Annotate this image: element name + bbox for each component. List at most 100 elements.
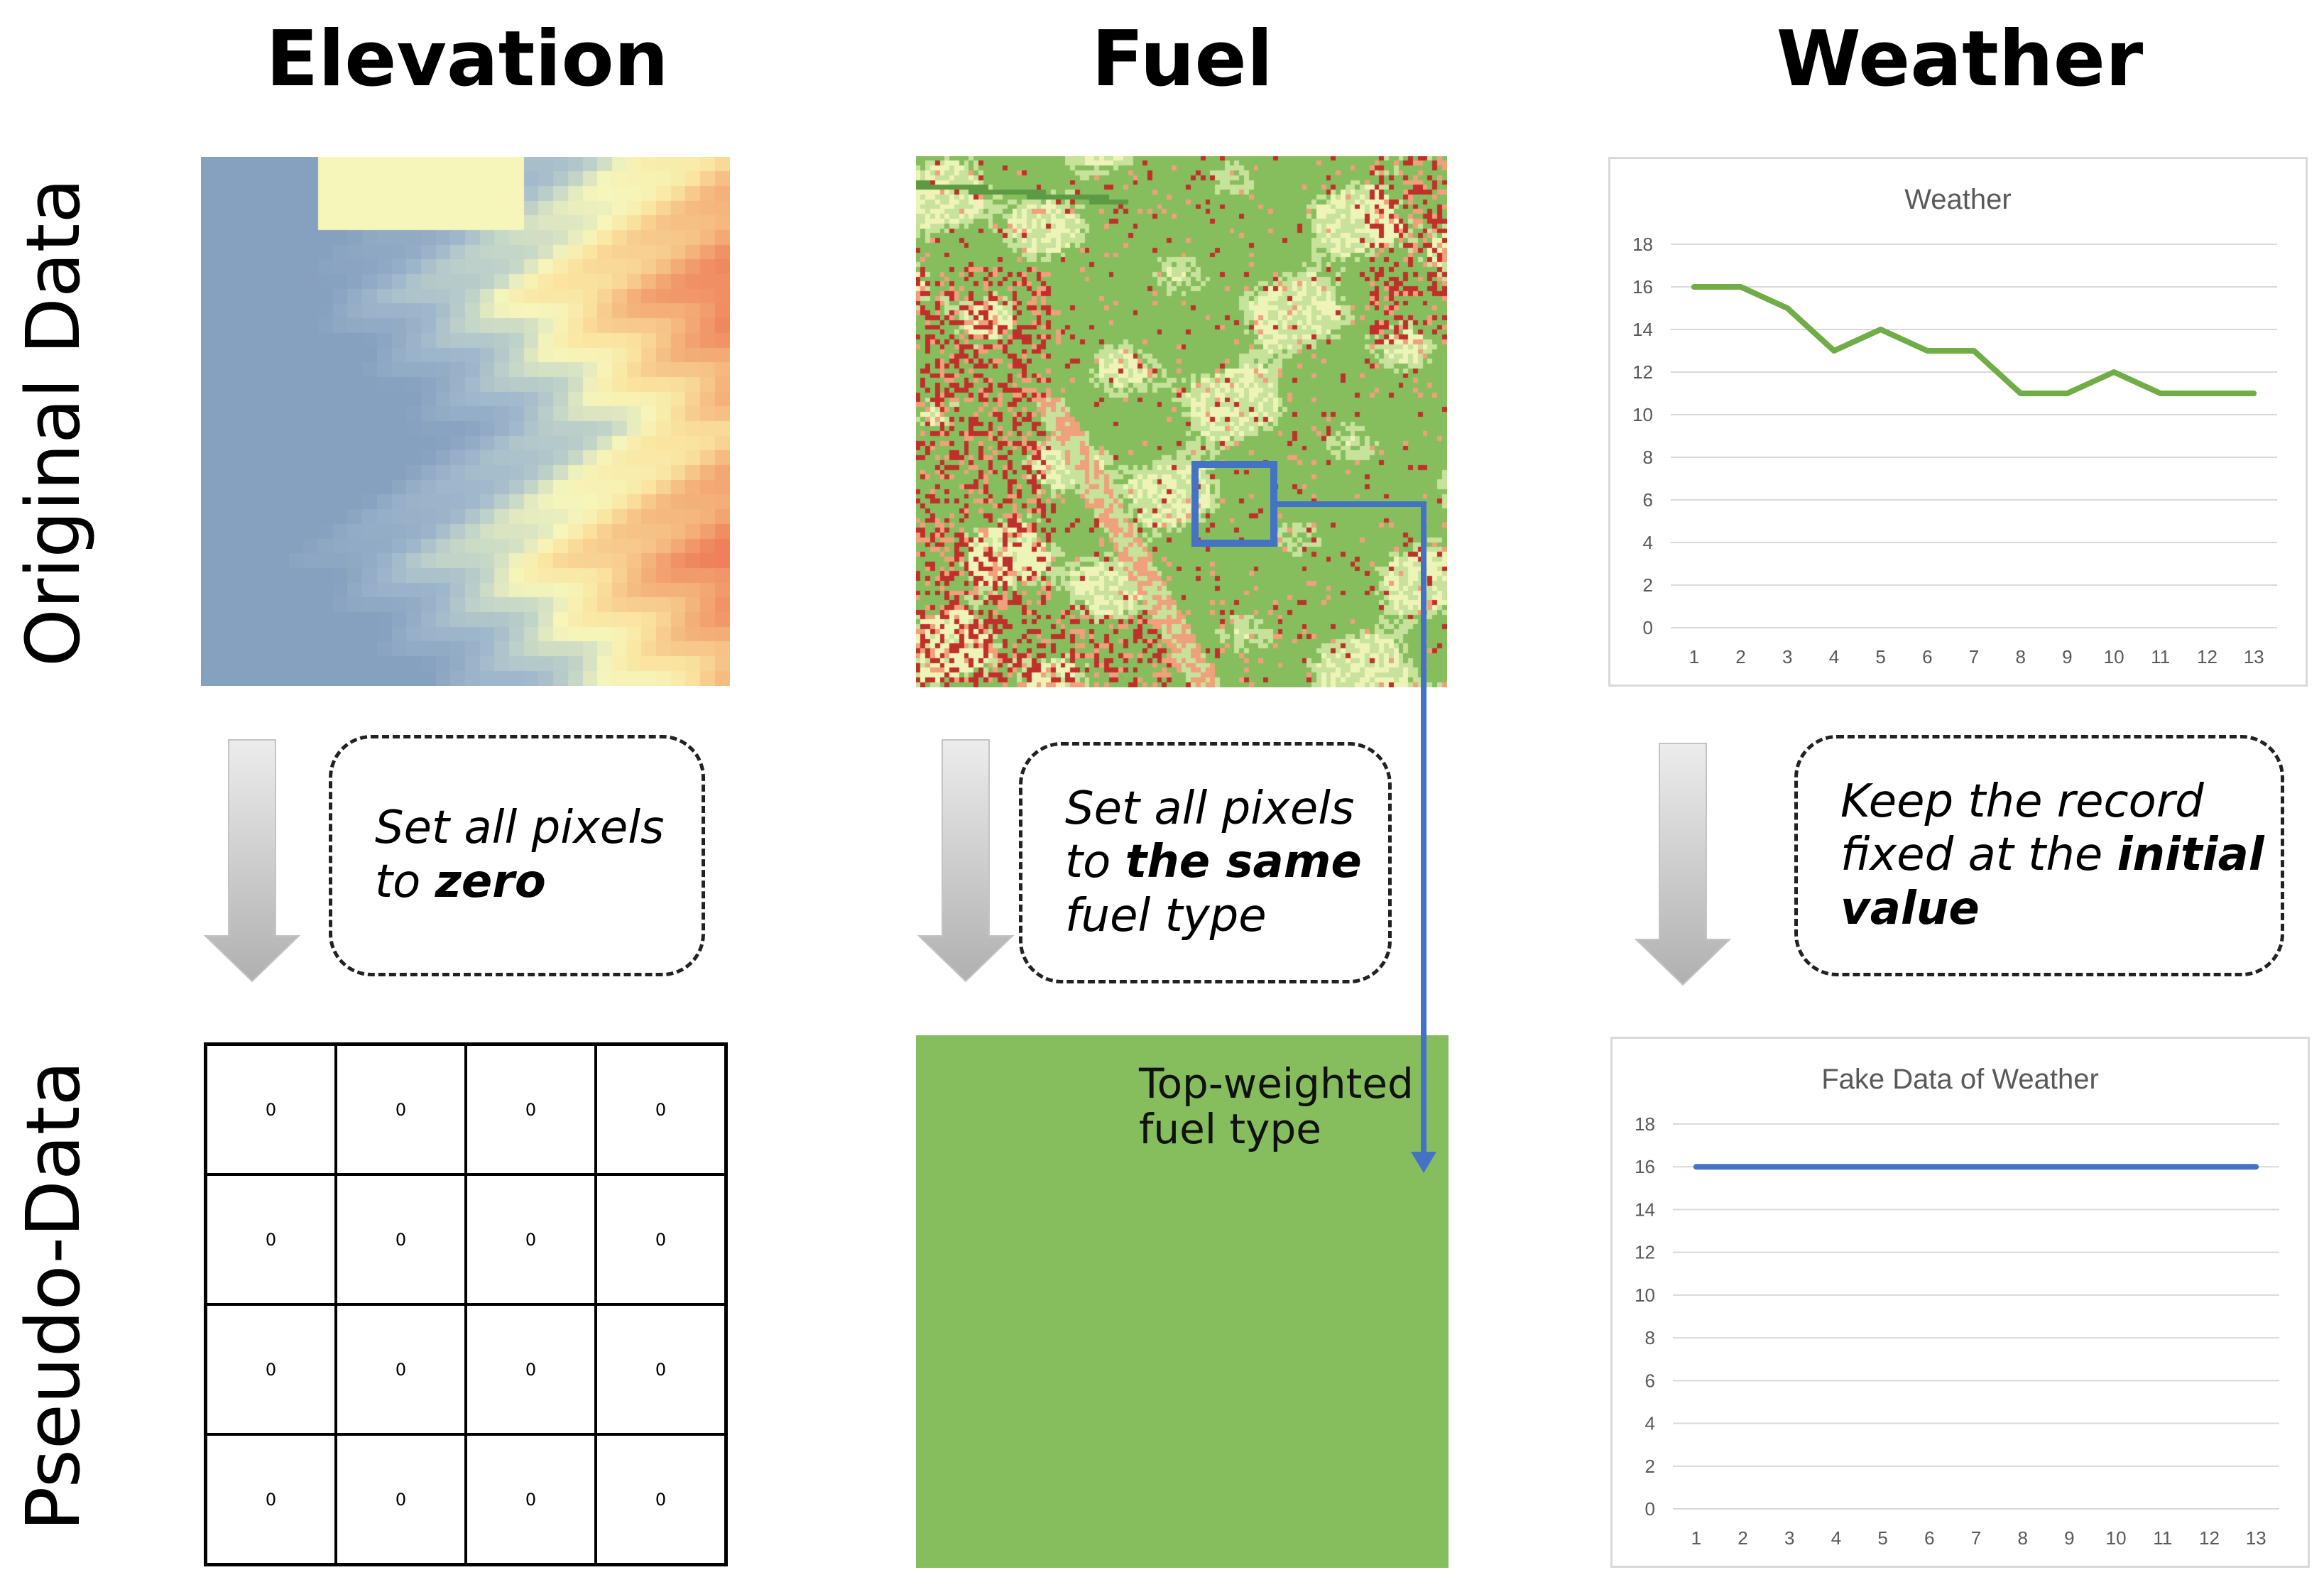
row-label-original-data: Original Data <box>10 178 97 667</box>
fake-weather-chart-x-tick-label: 1 <box>1691 1527 1701 1549</box>
down-arrow-weather <box>1634 743 1732 986</box>
fake-weather-chart-y-tick-label: 14 <box>1635 1199 1655 1220</box>
fake-weather-chart-x-tick-label: 11 <box>2153 1527 2172 1549</box>
fake-weather-chart-frame: Fake Data of Weather 0 2 4 6 8 10 12 14 16 18 1 2 3 4 5… <box>1610 1037 2310 1568</box>
weather-chart-x-tick-label: 4 <box>1829 646 1839 667</box>
zero-grid-cell: 0 <box>466 1174 596 1304</box>
column-title-fuel: Fuel <box>1091 15 1273 104</box>
fake-weather-chart-data-point <box>2208 1166 2210 1168</box>
hint-box-elevation: Set all pixels to zero <box>329 735 705 976</box>
fake-weather-chart-x-tick-label: 2 <box>1737 1527 1747 1549</box>
fake-weather-chart-data-point <box>2255 1166 2257 1168</box>
weather-chart-data-point <box>1833 350 1835 351</box>
fake-weather-chart-data-point <box>1695 1166 1697 1168</box>
weather-chart-y-tick-label: 6 <box>1643 489 1653 511</box>
weather-chart-x-tick-label: 12 <box>2197 646 2217 667</box>
weather-chart-data-point <box>1693 286 1695 288</box>
hint-fuel-line1: Set all pixels <box>1065 782 1355 835</box>
weather-chart-x-tick-label: 2 <box>1735 646 1745 667</box>
weather-chart-data-point <box>2159 393 2161 394</box>
fake-weather-chart-x-tick-label: 8 <box>2017 1527 2027 1549</box>
weather-chart-y-tick-label: 12 <box>1632 361 1653 383</box>
weather-chart-x-tick-label: 5 <box>1875 646 1885 667</box>
weather-chart-data-point <box>2019 393 2022 394</box>
weather-chart-title: Weather <box>1904 184 2011 215</box>
hint-weather-line2: fixed at the <box>1840 829 2117 882</box>
hint-elevation-line2: to <box>375 856 435 908</box>
zero-grid-cell: 0 <box>206 1045 336 1174</box>
fake-weather-chart-x-tick-label: 7 <box>1971 1527 1981 1549</box>
weather-chart-data-point <box>1786 307 1789 309</box>
weather-chart-y-tick-label: 0 <box>1643 617 1653 638</box>
zero-grid-cell: 0 <box>206 1434 336 1564</box>
weather-chart-data-point <box>1926 350 1929 351</box>
weather-chart-data-point <box>2253 393 2255 394</box>
down-arrow-fuel <box>917 739 1015 983</box>
fake-weather-chart-y-tick-label: 0 <box>1645 1498 1655 1520</box>
fake-weather-chart-y-tick-label: 6 <box>1645 1370 1655 1391</box>
hint-weather-emphasis: initial <box>2117 829 2264 882</box>
zero-grid-cell: 0 <box>206 1304 336 1434</box>
fake-weather-chart-x-tick-label: 10 <box>2106 1527 2127 1549</box>
weather-chart-x-tick-label: 11 <box>2151 646 2170 667</box>
fake-weather-chart-y-tick-label: 4 <box>1645 1413 1655 1434</box>
zero-grid-cell: 0 <box>466 1434 596 1564</box>
hint-text-fuel: Set all pixels to the same fuel type <box>1065 782 1362 944</box>
fake-weather-chart-data-point <box>1789 1166 1791 1168</box>
fake-weather-chart-x-tick-label: 12 <box>2199 1527 2220 1549</box>
fake-weather-chart-y-tick-label: 8 <box>1645 1327 1655 1348</box>
fuel-type-map <box>916 156 1447 687</box>
hint-weather-line1: Keep the record <box>1840 775 2204 828</box>
fake-weather-chart-x-tick-label: 5 <box>1877 1527 1887 1549</box>
fake-weather-chart-title: Fake Data of Weather <box>1821 1064 2099 1095</box>
weather-chart-y-tick-label: 18 <box>1632 234 1653 255</box>
weather-chart-x-tick-label: 10 <box>2104 646 2124 667</box>
elevation-heatmap <box>201 157 730 686</box>
weather-chart-y-tick-label: 14 <box>1632 319 1653 340</box>
fake-weather-chart-data-point <box>2068 1166 2071 1168</box>
fake-weather-chart-data-point <box>1882 1166 1884 1168</box>
fake-weather-chart-data-point <box>1835 1166 1837 1168</box>
weather-chart-frame: Weather 0 2 4 6 8 10 12 14 16 18 1 2 3 4 5 6 7 8 9 10 11 12 13 <box>1608 157 2308 687</box>
weather-chart-x-tick-label: 3 <box>1782 646 1792 667</box>
weather-chart-x-tick-label: 6 <box>1922 646 1932 667</box>
hint-box-fuel: Set all pixels to the same fuel type <box>1019 742 1392 983</box>
weather-chart-data-point <box>1740 286 1742 288</box>
fake-weather-chart-data-point <box>1975 1166 1977 1168</box>
hint-fuel-line2: to <box>1065 836 1125 889</box>
fake-weather-chart-y-tick-label: 2 <box>1645 1456 1655 1477</box>
weather-chart-series-line <box>1691 284 2257 396</box>
weather-chart-data-point <box>1880 329 1882 330</box>
weather-chart-y-tick-label: 16 <box>1632 276 1653 298</box>
weather-chart-y-tick-label: 2 <box>1643 574 1653 596</box>
fake-weather-chart-y-tick-label: 18 <box>1635 1113 1655 1135</box>
weather-chart-x-tick-label: 7 <box>1969 646 1979 667</box>
hint-box-weather: Keep the record fixed at the initial val… <box>1794 735 2284 976</box>
zero-grid-cell: 0 <box>206 1174 336 1304</box>
hint-elevation-line1: Set all pixels <box>375 802 665 855</box>
fake-weather-chart-y-tick-label: 16 <box>1635 1156 1655 1177</box>
column-title-elevation: Elevation <box>266 15 669 104</box>
weather-chart-data-point <box>2113 371 2115 373</box>
weather-chart-data-point <box>2206 393 2208 394</box>
zero-grid-cell: 0 <box>466 1304 596 1434</box>
hint-text-elevation: Set all pixels to zero <box>375 802 664 909</box>
hint-elevation-emphasis: zero <box>435 856 546 908</box>
weather-chart-x-tick-label: 9 <box>2062 646 2072 667</box>
fake-weather-chart-data-point <box>1742 1166 1744 1168</box>
fake-weather-chart-data-point <box>2115 1166 2117 1168</box>
top-weighted-line1: Top-weighted <box>1139 1059 1414 1108</box>
zero-grid-cell: 0 <box>596 1304 726 1434</box>
fake-weather-chart-x-tick-label: 3 <box>1784 1527 1794 1549</box>
fake-weather-chart-y-tick-label: 10 <box>1635 1285 1655 1306</box>
zero-grid-cell: 0 <box>596 1045 726 1174</box>
weather-chart-x-tick-label: 13 <box>2244 646 2264 667</box>
hint-fuel-line3: fuel type <box>1065 889 1267 942</box>
column-title-weather: Weather <box>1776 15 2144 104</box>
fake-weather-chart-y-tick-label: 12 <box>1635 1242 1655 1263</box>
zero-grid-cell: 0 <box>596 1434 726 1564</box>
hint-fuel-emphasis: the same <box>1125 836 1362 889</box>
fake-weather-chart-data-point <box>2161 1166 2164 1168</box>
